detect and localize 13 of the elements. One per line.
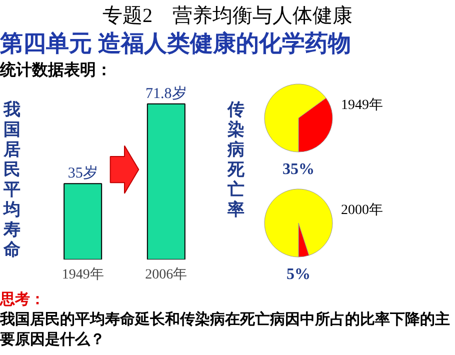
data-label: 5% xyxy=(286,266,310,283)
text: 统计数据表明： xyxy=(0,60,112,81)
x-tick-label: 2006年 xyxy=(145,266,188,282)
chart-title: 专题2 营养均衡与人体健康 xyxy=(102,4,352,29)
chart-subtitle: 第四单元 造福人类健康的化学药物 xyxy=(0,30,351,58)
data-label: 35岁 xyxy=(68,164,98,182)
data-label: 71.8岁 xyxy=(146,84,187,102)
text: 传染病死亡率 xyxy=(228,100,244,220)
data-label: 35% xyxy=(282,161,314,178)
text: 2000年 xyxy=(341,202,383,218)
y-axis-title: 我国居民平均寿命 xyxy=(4,100,20,260)
text: 我国居民的平均寿命延长和传染病在死亡病因中所占的比率下降的主要原因是什么？ xyxy=(0,310,450,350)
text: 1949年 xyxy=(341,97,383,113)
